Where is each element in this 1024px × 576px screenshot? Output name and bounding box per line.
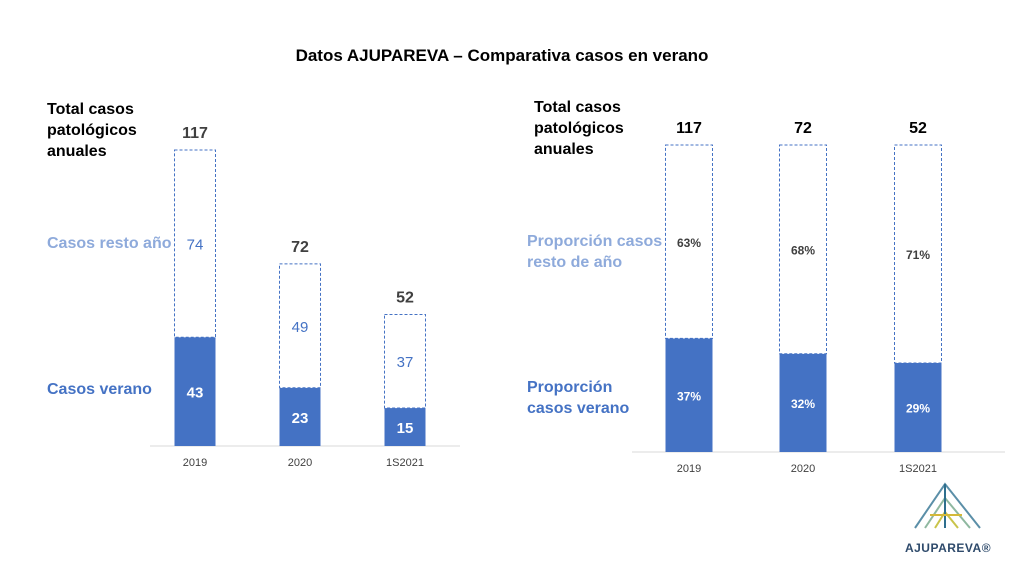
bar-segment bbox=[384, 408, 426, 446]
total-value: 52 bbox=[396, 290, 414, 307]
value-label: 49 bbox=[292, 319, 309, 336]
value-label: 74 bbox=[187, 237, 204, 254]
logo-text: AJUPAREVA® bbox=[905, 541, 991, 555]
bar-segment bbox=[665, 144, 713, 339]
value-label: 37% bbox=[677, 389, 701, 403]
bar-segment bbox=[279, 387, 321, 446]
total-value: 72 bbox=[794, 120, 812, 137]
logo-mark bbox=[914, 482, 981, 529]
x-tick-label: 2019 bbox=[677, 463, 701, 475]
bar-segment bbox=[279, 263, 321, 389]
value-label: 63% bbox=[677, 236, 701, 250]
bar-segment bbox=[384, 313, 426, 409]
x-tick-label: 1S2021 bbox=[899, 463, 937, 475]
total-value: 72 bbox=[291, 239, 309, 256]
value-label: 15 bbox=[397, 420, 414, 437]
value-label: 37 bbox=[397, 354, 414, 371]
value-label: 71% bbox=[906, 248, 930, 262]
x-tick-label: 2020 bbox=[288, 457, 312, 469]
total-value: 52 bbox=[909, 120, 927, 137]
series-label: Proporción casos verano bbox=[527, 379, 630, 417]
value-label: 23 bbox=[292, 410, 309, 427]
bar-segment bbox=[779, 144, 827, 355]
bar-segment bbox=[779, 353, 827, 452]
total-label: Total casos patológicos anuales bbox=[534, 99, 624, 158]
series-label: Proporción casos resto de año bbox=[527, 233, 663, 271]
bar-segment bbox=[894, 144, 942, 364]
bar-segment bbox=[894, 362, 942, 452]
total-label: Total casos patológicos anuales bbox=[47, 101, 137, 160]
bar-segment bbox=[174, 337, 216, 446]
bar-segment bbox=[174, 149, 216, 338]
series-label: Casos resto año bbox=[47, 235, 172, 252]
x-tick-label: 2020 bbox=[791, 463, 815, 475]
value-label: 32% bbox=[791, 397, 815, 411]
value-label: 68% bbox=[791, 244, 815, 258]
series-label: Casos verano bbox=[47, 381, 152, 398]
total-value: 117 bbox=[676, 120, 702, 137]
bar-segment bbox=[665, 338, 713, 452]
slide-title: Datos AJUPAREVA – Comparativa casos en v… bbox=[295, 46, 709, 65]
x-tick-label: 2019 bbox=[183, 457, 207, 469]
x-tick-label: 1S2021 bbox=[386, 457, 424, 469]
value-label: 43 bbox=[187, 385, 204, 402]
total-value: 117 bbox=[182, 125, 208, 142]
value-label: 29% bbox=[906, 402, 930, 416]
